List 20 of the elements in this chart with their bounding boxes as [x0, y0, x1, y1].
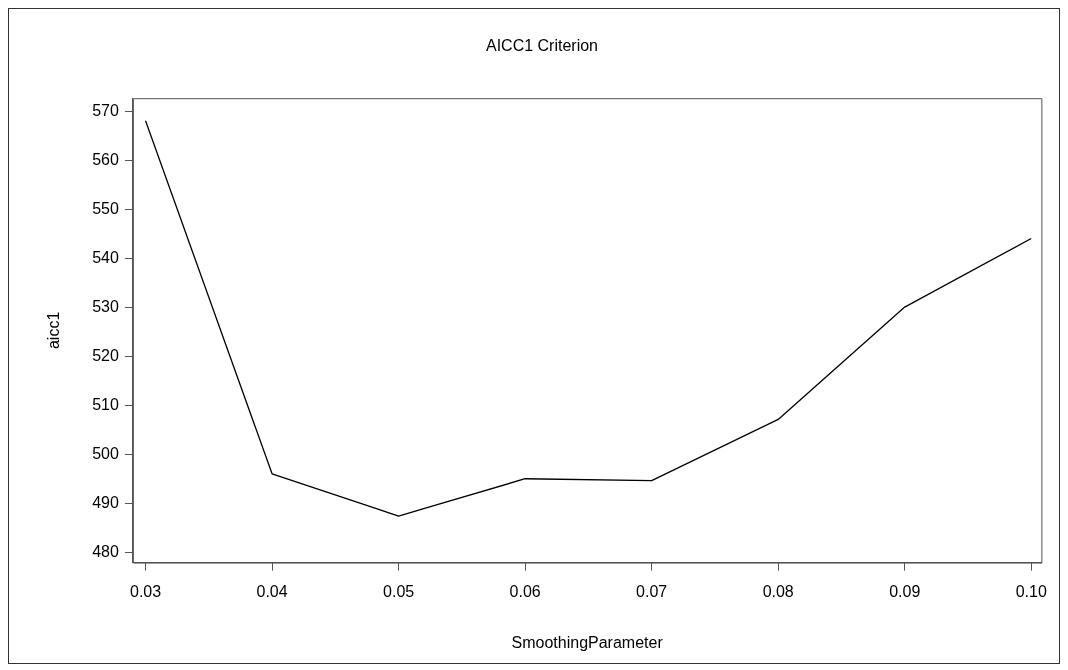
y-axis-title: aicc1 — [45, 311, 63, 350]
y-tick-label: 570 — [92, 101, 119, 119]
y-tick-label: 530 — [92, 298, 119, 315]
x-tick-label: 0.07 — [636, 582, 668, 600]
y-tick-label: 540 — [92, 248, 119, 266]
y-tick-label: 520 — [92, 347, 119, 365]
x-tick-label: 0.09 — [889, 582, 921, 600]
y-tick-label: 480 — [92, 543, 119, 561]
x-tick-label: 0.03 — [129, 582, 162, 600]
y-tick-label: 560 — [92, 150, 119, 168]
y-tick-label: 510 — [92, 396, 119, 414]
x-tick-label: 0.10 — [1015, 582, 1047, 600]
x-tick-label: 0.05 — [383, 582, 415, 600]
x-tick-label: 0.04 — [256, 582, 288, 600]
x-tick-label: 0.06 — [509, 582, 541, 600]
chart-title: AICC1 Criterion — [485, 37, 599, 55]
y-tick-label: 500 — [92, 445, 119, 463]
y-tick-label: 550 — [92, 199, 119, 217]
y-tick-label: 490 — [92, 494, 119, 512]
x-tick-label: 0.08 — [762, 582, 794, 600]
